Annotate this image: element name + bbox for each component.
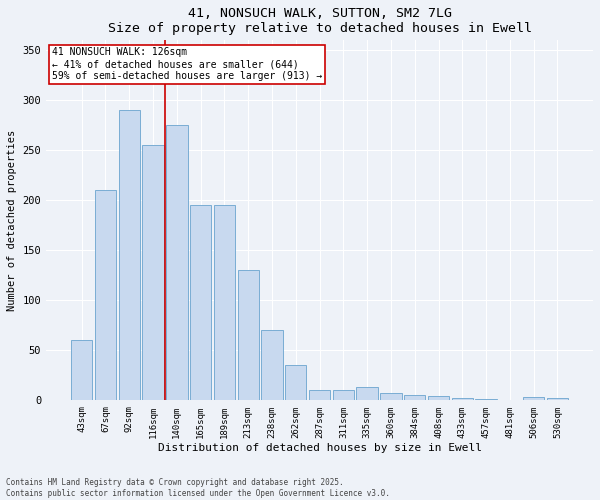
Bar: [71, 340, 92, 400]
Text: Contains HM Land Registry data © Crown copyright and database right 2025.
Contai: Contains HM Land Registry data © Crown c…: [6, 478, 390, 498]
Bar: [238, 270, 259, 400]
Bar: [214, 206, 235, 400]
Bar: [547, 398, 568, 400]
Bar: [523, 398, 544, 400]
Text: 41 NONSUCH WALK: 126sqm
← 41% of detached houses are smaller (644)
59% of semi-d: 41 NONSUCH WALK: 126sqm ← 41% of detache…: [52, 48, 322, 80]
Bar: [142, 146, 164, 400]
Bar: [404, 396, 425, 400]
Bar: [95, 190, 116, 400]
Bar: [452, 398, 473, 400]
Bar: [190, 206, 211, 400]
Bar: [356, 388, 378, 400]
Bar: [332, 390, 354, 400]
Y-axis label: Number of detached properties: Number of detached properties: [7, 130, 17, 311]
Bar: [380, 394, 401, 400]
Bar: [428, 396, 449, 400]
X-axis label: Distribution of detached houses by size in Ewell: Distribution of detached houses by size …: [158, 443, 482, 453]
Bar: [166, 126, 188, 400]
Bar: [261, 330, 283, 400]
Bar: [309, 390, 330, 400]
Bar: [285, 366, 307, 400]
Title: 41, NONSUCH WALK, SUTTON, SM2 7LG
Size of property relative to detached houses i: 41, NONSUCH WALK, SUTTON, SM2 7LG Size o…: [107, 7, 532, 35]
Bar: [119, 110, 140, 401]
